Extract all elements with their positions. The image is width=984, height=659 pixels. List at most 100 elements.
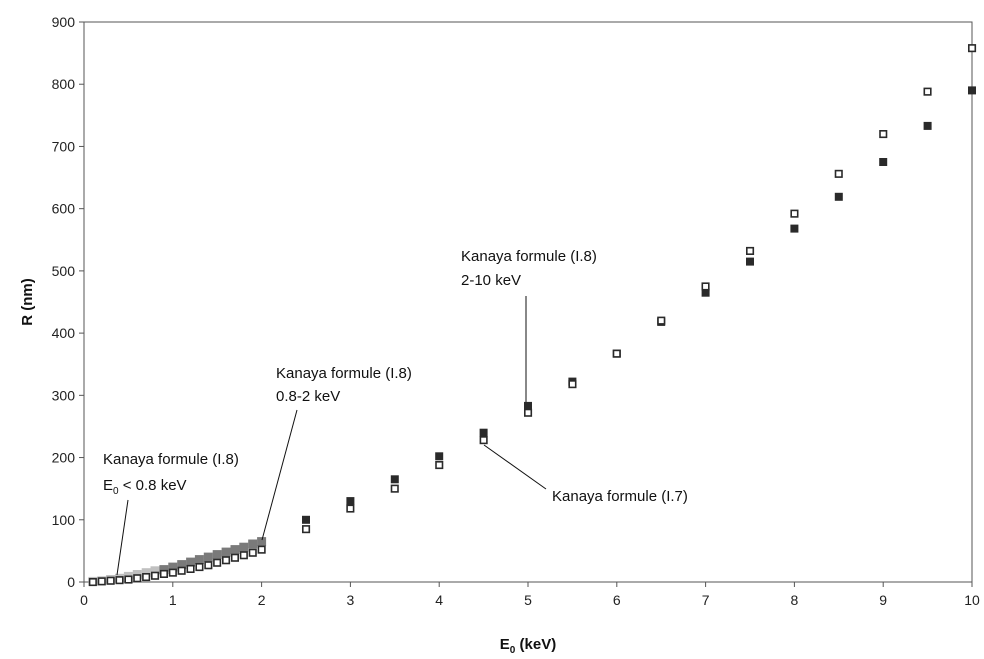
annotation-mid-line1: Kanaya formule (I.8) [276, 365, 412, 382]
data-point-filled-dark-square [701, 288, 710, 297]
data-point-open-square [435, 460, 444, 470]
data-point-filled-dark-square [746, 257, 754, 266]
data-point-filled-light-square [141, 568, 151, 578]
data-point-open-square [239, 551, 248, 560]
x-tick-label: 1 [169, 592, 177, 608]
data-point-filled-gray-square [230, 545, 240, 555]
y-tick-label: 900 [52, 14, 76, 30]
data-points [88, 44, 977, 587]
data-point-filled-gray-square [239, 542, 249, 552]
data-point-filled-dark-square [834, 192, 843, 201]
annotation-i7-label: Kanaya formule (I.7) [552, 488, 688, 505]
data-point-open-square [479, 436, 488, 445]
annotation-i7-leader [483, 444, 547, 490]
data-point-filled-dark-square [879, 158, 888, 166]
data-point-open-square [222, 556, 231, 565]
data-point-filled-light-square [150, 566, 160, 576]
y-tick-label: 300 [52, 387, 76, 403]
y-tick-label: 200 [52, 450, 76, 466]
data-point-open-square [923, 87, 932, 96]
data-point-filled-gray-square [221, 547, 231, 557]
data-point-filled-dark-square [435, 452, 444, 461]
data-point-filled-gray-square [212, 550, 222, 560]
data-point-filled-dark-square [968, 86, 976, 95]
data-point-open-square [612, 349, 621, 358]
annotation-mid-leader [261, 409, 298, 541]
data-point-open-square [88, 577, 97, 587]
data-point-open-square [657, 316, 666, 325]
data-point-filled-dark-square [302, 515, 310, 524]
data-point-open-square [151, 571, 160, 580]
annotation-mid-line2: 0.8-2 keV [276, 388, 340, 405]
annotation-high-energy: Kanaya formule (I.8) 2-10 keV [461, 248, 597, 402]
data-point-filled-dark-square [923, 121, 932, 130]
annotation-low-energy: Kanaya formule (I.8) E0 < 0.8 keV [103, 451, 239, 576]
data-point-open-square [248, 548, 257, 557]
data-point-filled-dark-square [790, 224, 799, 233]
data-point-open-square [186, 564, 195, 574]
data-point-filled-dark-square [479, 428, 488, 437]
x-tick-label: 10 [964, 592, 980, 608]
data-point-open-square [301, 525, 311, 534]
data-point-open-square [390, 484, 399, 493]
y-tick-label: 800 [52, 76, 76, 92]
plot-area [83, 21, 973, 583]
data-point-open-square [124, 575, 133, 584]
data-point-open-square [133, 574, 142, 583]
data-point-open-square [230, 553, 239, 562]
x-tick-label: 0 [80, 592, 88, 608]
data-point-filled-dark-square [524, 401, 532, 410]
y-tick-label: 500 [52, 263, 76, 279]
annotation-mid-energy: Kanaya formule (I.8) 0.8-2 keV [261, 365, 412, 541]
data-point-open-square [834, 169, 843, 178]
data-point-open-square [879, 130, 888, 139]
data-point-open-square [195, 562, 204, 572]
data-point-filled-dark-square [390, 475, 399, 484]
annotation-low-leader [116, 499, 129, 576]
data-point-open-square [204, 561, 213, 570]
y-tick-label: 0 [67, 574, 75, 590]
data-point-open-square [142, 572, 151, 582]
x-axis-title: E0 (keV) [500, 636, 556, 656]
y-tick-label: 400 [52, 325, 76, 341]
data-point-filled-gray-square [186, 557, 196, 567]
data-point-filled-dark-square [346, 497, 355, 506]
data-point-filled-gray-square [248, 539, 258, 549]
data-point-open-square [257, 545, 266, 554]
x-tick-label: 9 [879, 592, 887, 608]
annotation-i7: Kanaya formule (I.7) [483, 444, 688, 505]
y-tick-label: 100 [52, 512, 76, 528]
annotation-high-line2: 2-10 keV [461, 272, 521, 289]
y-tick-label: 600 [52, 201, 76, 217]
x-tick-label: 4 [435, 592, 443, 608]
data-point-open-square [568, 380, 577, 389]
data-point-open-square [523, 408, 533, 417]
x-axis-title-rest: (keV) [515, 636, 556, 653]
data-point-open-square [745, 246, 755, 255]
x-tick-label: 5 [524, 592, 532, 608]
data-point-open-square [177, 566, 186, 575]
data-point-open-square [701, 282, 710, 291]
data-point-open-square [159, 569, 168, 579]
x-axis-title-main: E [500, 636, 510, 653]
y-tick-label: 700 [52, 138, 76, 154]
x-axis: 0 1 2 3 4 5 6 7 8 9 10 [80, 582, 980, 608]
data-point-open-square [168, 568, 177, 577]
x-tick-label: 6 [613, 592, 621, 608]
data-point-filled-gray-square [177, 560, 187, 570]
data-point-open-square [967, 44, 977, 53]
annotation-low-line2: E0 < 0.8 keV [103, 477, 187, 497]
x-tick-label: 7 [702, 592, 710, 608]
data-point-filled-gray-square [168, 562, 178, 572]
data-point-filled-gray-square [194, 555, 204, 565]
data-point-filled-gray-square [159, 565, 169, 575]
y-axis: 0 100 200 300 400 500 600 700 800 900 [52, 14, 84, 590]
annotation-low-line1: Kanaya formule (I.8) [103, 451, 239, 468]
x-tick-label: 8 [791, 592, 799, 608]
data-point-open-square [790, 209, 799, 218]
x-axis-title-sub: 0 [510, 645, 516, 656]
data-point-open-square [346, 504, 355, 513]
x-tick-label: 2 [258, 592, 266, 608]
data-point-open-square [115, 576, 124, 585]
